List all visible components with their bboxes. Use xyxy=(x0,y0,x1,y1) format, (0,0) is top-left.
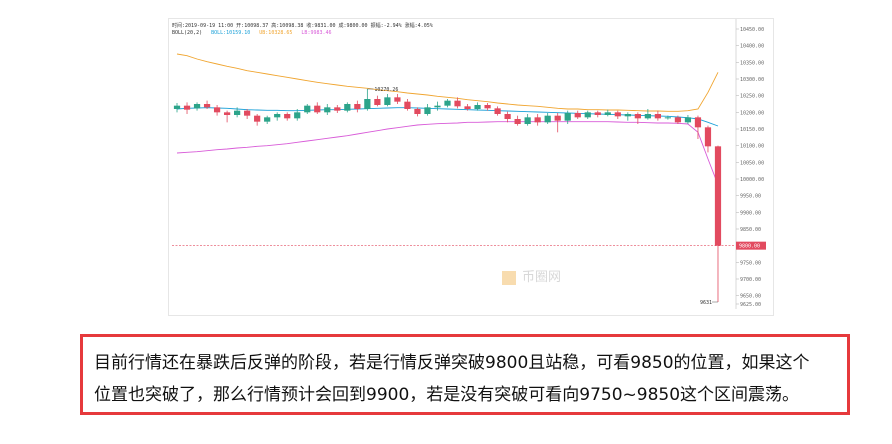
y-tick-label: 9900.00 xyxy=(740,210,761,216)
candle-body xyxy=(424,107,431,114)
candle-body xyxy=(203,104,211,108)
candle-body xyxy=(594,112,601,115)
candle-body xyxy=(193,104,201,109)
candle-body xyxy=(644,114,651,119)
candle-body xyxy=(554,115,561,121)
candle-body xyxy=(364,99,371,109)
current-price-tag xyxy=(736,241,766,250)
candle-body xyxy=(684,117,692,123)
ohlc-info: 时间:2019-09-19 11:00 开:10098.37 高:10098.3… xyxy=(172,23,433,29)
candle-body xyxy=(444,100,451,106)
current-price-label: 9800.00 xyxy=(739,244,760,250)
candle-body xyxy=(504,114,511,119)
candle-body xyxy=(234,110,241,115)
candle-body xyxy=(374,99,381,105)
y-tick-label: 9625.00 xyxy=(740,302,761,308)
candle-body xyxy=(354,104,361,109)
candle-body xyxy=(294,112,301,119)
boll-mid-value: BOLL:10159.10 xyxy=(211,30,251,36)
candle-body xyxy=(183,105,191,110)
candle-body xyxy=(494,108,501,114)
watermark: 币圈网 xyxy=(502,266,561,285)
y-tick-label: 10350.00 xyxy=(740,60,764,66)
y-tick-label: 9700.00 xyxy=(740,277,761,283)
y-tick-label: 10100.00 xyxy=(740,144,764,150)
candle-body xyxy=(584,112,591,118)
analysis-caption: 目前行情还在暴跌后反弹的阶段，若是行情反弹突破9800且站稳，可看9850的位置… xyxy=(94,347,854,411)
chart-plot: 10450.00 10400.00 10350.00 10300.00 10250.00… xyxy=(172,19,766,309)
y-tick-label: 10050.00 xyxy=(740,160,764,166)
boll-lower-value: LB:9983.46 xyxy=(301,30,332,36)
candle-body xyxy=(454,100,461,107)
y-tick-label: 10200.00 xyxy=(740,110,764,116)
candlestick-chart: 时间:2019-09-19 11:00 开:10098.37 高:10098.3… xyxy=(168,18,774,316)
y-tick-label: 10250.00 xyxy=(740,94,764,100)
candle-body xyxy=(244,110,251,116)
y-tick-label: 10000.00 xyxy=(740,177,764,183)
candle-body xyxy=(544,115,551,123)
watermark-text: 币圈网 xyxy=(522,270,562,285)
candle-body xyxy=(384,97,391,105)
candle-body xyxy=(694,117,702,128)
candle-body xyxy=(314,105,321,113)
candle-body xyxy=(624,114,631,117)
candle-body xyxy=(604,112,611,115)
boll-upper-line xyxy=(176,53,719,112)
candle-body xyxy=(474,105,481,109)
candle-body xyxy=(634,114,641,119)
candle-body xyxy=(254,115,261,122)
y-tick-label: 10400.00 xyxy=(740,44,764,50)
candle-body xyxy=(524,117,531,124)
boll-label: BOLL(20,2) xyxy=(172,30,203,36)
watermark-logo-icon xyxy=(502,270,516,285)
y-tick-label: 9650.00 xyxy=(740,294,761,300)
analysis-caption-box: 目前行情还在暴跌后反弹的阶段，若是行情反弹突破9800且站稳，可看9850的位置… xyxy=(80,334,850,415)
candle-body xyxy=(274,114,281,118)
y-tick-label: 10300.00 xyxy=(740,77,764,83)
candle-body xyxy=(264,117,271,122)
candle-body xyxy=(574,113,581,118)
high-annotation-label: 10270.26 xyxy=(374,87,398,93)
candle-body xyxy=(324,107,331,113)
candle-body xyxy=(173,105,181,109)
y-tick-label: 9850.00 xyxy=(740,227,761,233)
low-annotation-label: 9631 xyxy=(700,300,712,306)
candle-body xyxy=(464,106,471,109)
y-tick-label: 10150.00 xyxy=(740,127,764,133)
candle-body xyxy=(674,117,682,123)
candle-body xyxy=(284,114,291,119)
caption-line-2: 位置也突破了，那么行情预计会回到9900，若是没有突破可看向9750~9850这… xyxy=(94,385,800,405)
boll-lower-line xyxy=(176,121,719,185)
candle-body xyxy=(213,107,221,113)
candle-body xyxy=(394,97,401,102)
candle-body xyxy=(344,104,351,111)
candle-body xyxy=(404,101,411,109)
candle-body xyxy=(484,105,491,109)
candle-body xyxy=(664,117,672,119)
boll-info: BOLL(20,2) BOLL:10159.10 UB:10328.65 LB:… xyxy=(172,30,338,36)
candle-body xyxy=(714,146,722,246)
candle-body xyxy=(334,107,341,111)
y-tick-label: 9950.00 xyxy=(740,194,761,200)
candle-body xyxy=(304,105,311,113)
candle-body xyxy=(223,112,231,115)
candle-body xyxy=(434,105,441,108)
candle-body xyxy=(564,113,571,121)
candle-body xyxy=(614,112,621,117)
candle-body xyxy=(654,114,661,119)
y-tick-label: 9750.00 xyxy=(740,260,761,266)
y-tick-label: 10450.00 xyxy=(740,27,764,33)
candle-body xyxy=(704,127,712,147)
caption-line-1: 目前行情还在暴跌后反弹的阶段，若是行情反弹突破9800且站稳，可看9850的位置… xyxy=(94,353,810,373)
boll-upper-value: UB:10328.65 xyxy=(259,30,293,36)
candle-body xyxy=(534,117,541,123)
candle-body xyxy=(414,109,421,114)
candle-body xyxy=(514,119,521,124)
